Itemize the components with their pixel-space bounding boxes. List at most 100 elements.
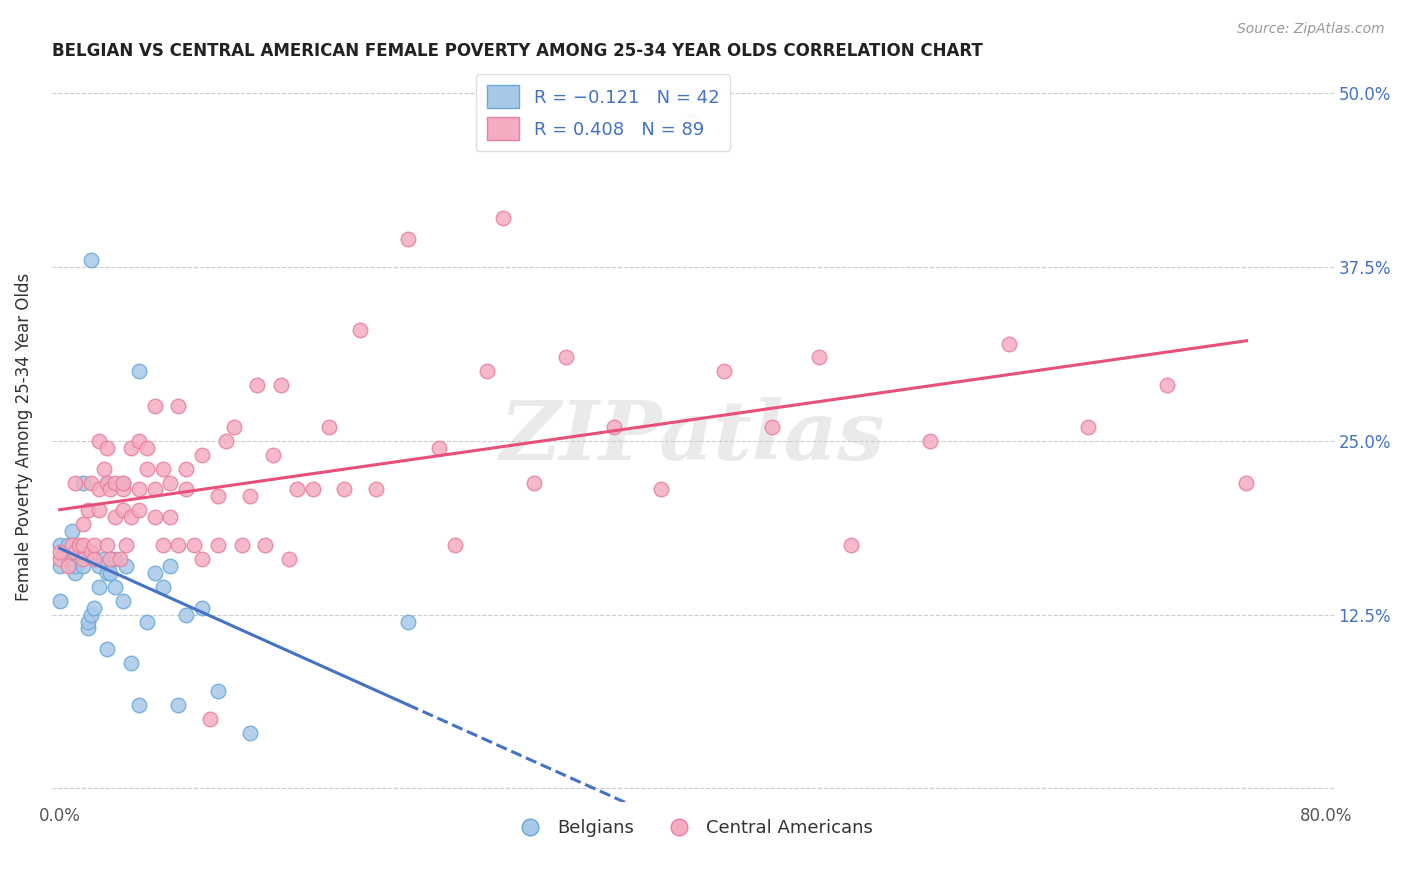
Point <box>152 461 174 475</box>
Point <box>115 558 138 573</box>
Point <box>48 593 70 607</box>
Point <box>128 698 150 712</box>
Point <box>761 420 783 434</box>
Point <box>120 441 142 455</box>
Point <box>396 232 419 246</box>
Point <box>492 211 515 226</box>
Point <box>96 475 118 490</box>
Point <box>135 615 157 629</box>
Point <box>83 552 105 566</box>
Point <box>98 552 121 566</box>
Point <box>444 538 467 552</box>
Point <box>839 538 862 552</box>
Point <box>215 434 238 448</box>
Point <box>104 475 127 490</box>
Point <box>65 545 87 559</box>
Point <box>83 538 105 552</box>
Point <box>93 552 115 566</box>
Point <box>918 434 941 448</box>
Point <box>222 420 245 434</box>
Point <box>555 351 578 365</box>
Point <box>60 538 83 552</box>
Point <box>1156 378 1178 392</box>
Point <box>174 483 197 497</box>
Point <box>89 483 111 497</box>
Point <box>89 558 111 573</box>
Point <box>67 545 90 559</box>
Point <box>48 545 70 559</box>
Point <box>128 503 150 517</box>
Point <box>115 538 138 552</box>
Point <box>93 461 115 475</box>
Point <box>167 399 190 413</box>
Point <box>48 538 70 552</box>
Point <box>128 483 150 497</box>
Point <box>96 642 118 657</box>
Point <box>111 483 134 497</box>
Point <box>104 510 127 524</box>
Point <box>285 483 308 497</box>
Point <box>77 622 100 636</box>
Point <box>602 420 624 434</box>
Point <box>396 615 419 629</box>
Point <box>1077 420 1099 434</box>
Point <box>108 552 131 566</box>
Point <box>89 434 111 448</box>
Point <box>72 517 94 532</box>
Point <box>278 552 301 566</box>
Point <box>135 441 157 455</box>
Point <box>159 510 181 524</box>
Point <box>128 434 150 448</box>
Point <box>72 475 94 490</box>
Point <box>65 558 87 573</box>
Point <box>238 725 260 739</box>
Point <box>143 510 166 524</box>
Y-axis label: Female Poverty Among 25-34 Year Olds: Female Poverty Among 25-34 Year Olds <box>15 273 32 601</box>
Point <box>231 538 253 552</box>
Point <box>67 538 90 552</box>
Point <box>80 607 103 622</box>
Point <box>89 580 111 594</box>
Point <box>111 475 134 490</box>
Point <box>262 448 284 462</box>
Point <box>318 420 340 434</box>
Point <box>65 475 87 490</box>
Point <box>270 378 292 392</box>
Point <box>523 475 546 490</box>
Point <box>191 448 214 462</box>
Point <box>1236 475 1258 490</box>
Point <box>65 566 87 580</box>
Point <box>246 378 269 392</box>
Point <box>135 461 157 475</box>
Point <box>682 114 704 128</box>
Point <box>366 483 388 497</box>
Point <box>191 552 214 566</box>
Point <box>104 552 127 566</box>
Legend: Belgians, Central Americans: Belgians, Central Americans <box>505 812 880 845</box>
Point <box>207 490 229 504</box>
Point <box>167 698 190 712</box>
Point <box>48 552 70 566</box>
Point <box>56 538 79 552</box>
Point <box>83 600 105 615</box>
Point <box>143 399 166 413</box>
Point <box>72 552 94 566</box>
Point <box>349 323 371 337</box>
Point <box>152 538 174 552</box>
Point <box>128 364 150 378</box>
Point <box>60 524 83 538</box>
Point <box>56 558 79 573</box>
Point <box>152 580 174 594</box>
Text: Source: ZipAtlas.com: Source: ZipAtlas.com <box>1237 22 1385 37</box>
Point <box>183 538 205 552</box>
Point <box>96 475 118 490</box>
Point <box>96 538 118 552</box>
Point <box>174 607 197 622</box>
Point <box>56 552 79 566</box>
Point <box>159 558 181 573</box>
Point <box>111 593 134 607</box>
Text: BELGIAN VS CENTRAL AMERICAN FEMALE POVERTY AMONG 25-34 YEAR OLDS CORRELATION CHA: BELGIAN VS CENTRAL AMERICAN FEMALE POVER… <box>52 42 983 60</box>
Point <box>89 503 111 517</box>
Point <box>143 483 166 497</box>
Point <box>104 580 127 594</box>
